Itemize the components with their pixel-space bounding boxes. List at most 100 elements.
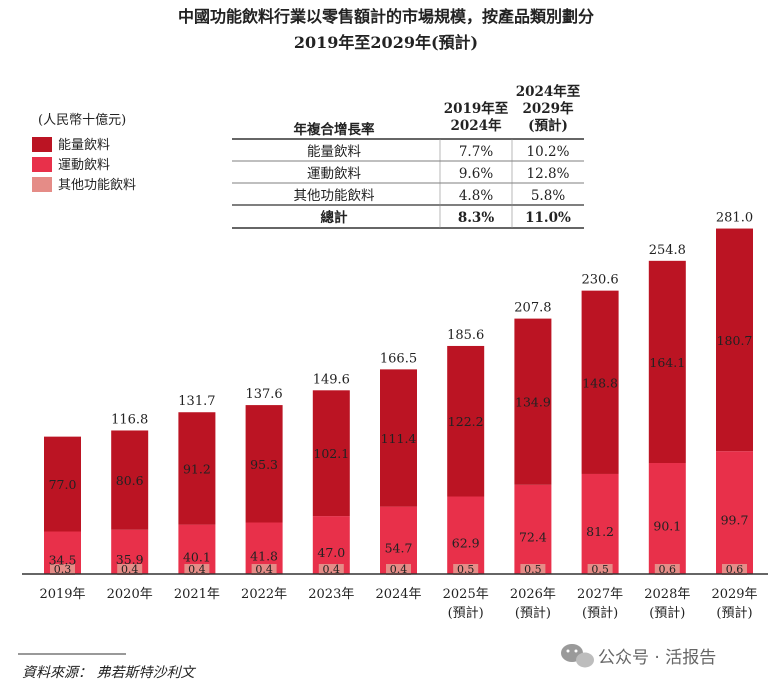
- bar-segment-other: [520, 564, 546, 575]
- bar-segment-energy: [380, 369, 417, 507]
- legend-label-sports: 運動飲料: [58, 157, 110, 173]
- cagr-row-total-label: 總計: [321, 209, 348, 226]
- bar-segment-other: [318, 564, 344, 575]
- x-tick-label: 2019年: [39, 587, 85, 602]
- data-label-energy: 80.6: [116, 473, 144, 488]
- bar-segment-other: [184, 564, 210, 575]
- x-axis-labels: 2019年 2020年 2021年 2022年 2023年 2024年 2025年 (預計) 2…: [39, 587, 757, 621]
- bar-segment-sports: [648, 462, 686, 574]
- data-label-sports: 81.2: [586, 524, 614, 539]
- data-label-sports: 72.4: [519, 529, 547, 544]
- bar-segment-other: [587, 564, 613, 575]
- data-label-total: 207.8: [514, 301, 551, 316]
- bar-segment-energy: [581, 290, 619, 474]
- bar-segment-sports: [716, 451, 753, 574]
- data-label-other: 0.4: [121, 563, 139, 576]
- data-label-total: 166.5: [380, 351, 417, 366]
- x-tick-label: 2021年: [174, 587, 220, 602]
- cagr-table-header-label: 年複合增長率: [294, 121, 375, 138]
- bar-segment-other: [722, 564, 747, 575]
- data-label-sports: 34.5: [49, 553, 77, 568]
- cagr-row-energy-v1: 7.7%: [459, 144, 493, 160]
- cagr-row-other-v1: 4.8%: [459, 188, 493, 204]
- data-label-other: 0.5: [591, 563, 609, 576]
- x-tick-label: 2028年: [644, 587, 690, 602]
- legend-swatch-other: [32, 177, 52, 192]
- data-label-sports: 90.1: [653, 518, 681, 533]
- x-tick-label: 2025年: [443, 587, 489, 602]
- data-label-other: 0.5: [457, 563, 475, 576]
- x-tick-sublabel: (預計): [649, 605, 685, 621]
- bar-segment-sports: [447, 496, 485, 574]
- legend-label-other: 其他功能飲料: [58, 177, 136, 193]
- bar-segment-energy: [111, 430, 149, 530]
- data-label-sports: 47.0: [317, 545, 345, 560]
- data-label-total: 230.6: [581, 273, 618, 288]
- x-tick-label: 2023年: [308, 587, 354, 602]
- bar-segment-other: [50, 564, 75, 575]
- data-label-energy: 91.2: [183, 461, 211, 476]
- data-label-sports: 54.7: [385, 540, 413, 555]
- data-label-sports: 99.7: [721, 513, 749, 528]
- cagr-row-other-label: 其他功能飲料: [294, 188, 375, 204]
- cagr-row-energy-label: 能量飲料: [307, 144, 361, 160]
- legend-label-energy: 能量飲料: [58, 137, 110, 153]
- bar-segment-sports: [380, 506, 417, 574]
- watermark: 公众号 · 活报告: [561, 644, 716, 668]
- chart-title-line1: 中國功能飲料行業以零售額計的市場規模，按產品類別劃分: [178, 7, 594, 26]
- cagr-row-sports-v2: 12.8%: [527, 166, 570, 182]
- bar-segment-energy: [178, 412, 216, 525]
- x-tick-label: 2020年: [107, 587, 153, 602]
- x-tick-label: 2029年: [711, 587, 757, 602]
- bar-segment-other: [453, 564, 479, 575]
- x-tick-sublabel: (預計): [448, 605, 484, 621]
- data-label-energy: 164.1: [649, 355, 685, 370]
- cagr-table-header-2019-2024: 2019年至 2024年: [444, 100, 509, 134]
- cagr-row-energy-v2: 10.2%: [527, 144, 570, 160]
- cagr-table: 年複合增長率 2019年至 2024年 2024年至 2029年(預計) 能量飲料 …: [232, 83, 584, 229]
- data-label-energy: 77.0: [49, 477, 77, 492]
- bar-segment-energy: [716, 228, 753, 452]
- chart-title-line2: 2019年至2029年(預計): [294, 33, 478, 52]
- source-note: 資料來源： 弗若斯特沙利文: [22, 665, 196, 681]
- data-label-total: 254.8: [649, 243, 686, 258]
- data-label-sports: 41.8: [250, 548, 278, 563]
- cagr-row-total-v2: 11.0%: [525, 210, 571, 226]
- bar-segment-energy: [514, 318, 552, 485]
- legend-swatch-energy: [32, 137, 52, 152]
- data-label-energy: 134.9: [515, 395, 551, 410]
- wechat-icon: [561, 644, 594, 668]
- x-tick-label: 2022年: [241, 587, 287, 602]
- data-label-total: 116.8: [111, 412, 148, 427]
- bar-segment-other: [251, 564, 277, 575]
- bar-segment-energy: [447, 345, 485, 497]
- data-label-energy: 180.7: [717, 333, 753, 348]
- data-label-other: 0.4: [255, 563, 273, 576]
- data-label-other: 0.5: [524, 563, 542, 576]
- data-label-energy: 148.8: [582, 375, 618, 390]
- data-label-total: 149.6: [313, 372, 350, 387]
- data-label-total: 137.6: [245, 387, 282, 402]
- data-label-energy: 102.1: [313, 446, 349, 461]
- data-label-sports: 40.1: [183, 549, 211, 564]
- cagr-row-total-v1: 8.3%: [458, 210, 494, 226]
- data-label-other: 0.4: [390, 563, 408, 576]
- bar-segment-sports: [514, 484, 552, 574]
- data-label-other: 0.3: [54, 563, 72, 576]
- data-label-total: 185.6: [447, 328, 484, 343]
- legend: 能量飲料 運動飲料 其他功能飲料: [32, 137, 136, 193]
- bar-segment-energy: [245, 405, 283, 523]
- data-label-sports: 62.9: [452, 535, 480, 550]
- data-label-other: 0.4: [188, 563, 206, 576]
- x-tick-sublabel: (預計): [515, 605, 551, 621]
- data-label-other: 0.6: [659, 563, 677, 576]
- cagr-row-sports-v1: 9.6%: [459, 166, 493, 182]
- bar-segment-energy: [44, 436, 81, 532]
- data-label-total: 281.0: [716, 211, 753, 226]
- legend-swatch-sports: [32, 157, 52, 172]
- bars-layer: 0.334.577.00.435.980.6116.80.440.191.213…: [44, 211, 753, 576]
- data-label-other: 0.6: [726, 563, 744, 576]
- bar-segment-sports: [581, 473, 619, 574]
- x-tick-sublabel: (預計): [582, 605, 618, 621]
